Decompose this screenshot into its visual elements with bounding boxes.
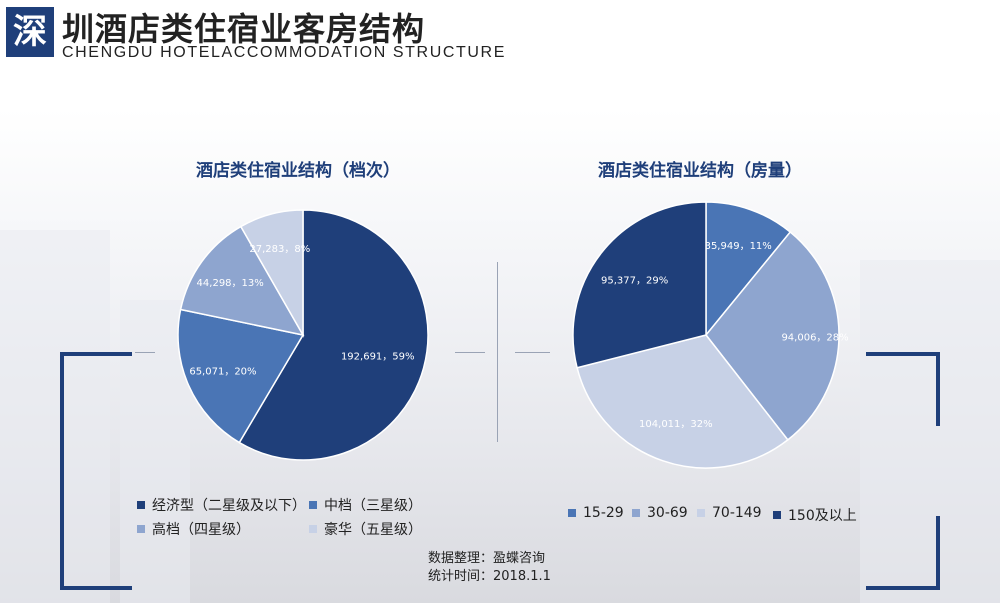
frame-bracket-side bbox=[936, 352, 940, 426]
legend-label: 70-149 bbox=[712, 505, 762, 521]
legend-swatch bbox=[137, 525, 145, 533]
legend-swatch bbox=[632, 509, 640, 517]
source-date: 统计时间：2018.1.1 bbox=[428, 569, 551, 584]
legend-item: 中档（三星级） bbox=[309, 495, 422, 515]
pie-data-label: 104,011，32% bbox=[639, 419, 713, 430]
source-line: 数据整理：盈蝶咨询 bbox=[428, 551, 546, 566]
legend-label: 150及以上 bbox=[788, 508, 857, 524]
logo-badge: 深 bbox=[6, 7, 54, 57]
chart-title-rooms: 酒店类住宿业结构（房量） bbox=[598, 161, 802, 181]
frame-bracket-side bbox=[60, 352, 64, 590]
legend-label: 中档（三星级） bbox=[324, 498, 422, 514]
frame-bracket-top bbox=[60, 352, 132, 356]
pie-data-label: 35,949，11% bbox=[705, 241, 772, 252]
background-building bbox=[0, 230, 110, 603]
legend-label: 高档（四星级） bbox=[152, 522, 250, 538]
legend-swatch bbox=[568, 509, 576, 517]
frame-bracket-bottom bbox=[866, 586, 940, 590]
pie-data-label: 44,298，13% bbox=[197, 278, 264, 289]
pie-data-label: 65,071，20% bbox=[189, 366, 256, 377]
divider-line bbox=[455, 352, 485, 353]
frame-bracket-side bbox=[936, 516, 940, 590]
center-divider bbox=[497, 262, 498, 442]
legend-item: 豪华（五星级） bbox=[309, 519, 422, 539]
chart-title-grade: 酒店类住宿业结构（档次） bbox=[196, 161, 400, 181]
source-note: 数据整理：盈蝶咨询 统计时间：2018.1.1 bbox=[428, 550, 551, 586]
divider-line bbox=[135, 352, 155, 353]
pie-slice bbox=[238, 209, 429, 461]
pie-slice bbox=[705, 201, 792, 338]
legend-swatch bbox=[309, 525, 317, 533]
legend-label: 豪华（五星级） bbox=[324, 522, 422, 538]
background-building bbox=[860, 260, 1000, 603]
pie-data-label: 27,283，8% bbox=[249, 244, 310, 255]
pie-slice bbox=[177, 308, 305, 444]
frame-bracket-bottom bbox=[60, 586, 132, 590]
pie-slice bbox=[239, 209, 304, 338]
pie-slice bbox=[179, 225, 305, 337]
pie-data-label: 192,691，59% bbox=[341, 351, 415, 362]
legend-label: 经济型（二星级及以下） bbox=[152, 498, 306, 514]
legend-item: 30-69 bbox=[632, 505, 688, 521]
pie-data-label: 95,377，29% bbox=[601, 275, 668, 286]
legend-item: 15-29 bbox=[568, 505, 624, 521]
legend-swatch bbox=[697, 509, 705, 517]
pie-slice bbox=[576, 334, 789, 469]
legend-item: 高档（四星级） bbox=[137, 519, 250, 539]
legend-label: 15-29 bbox=[583, 505, 624, 521]
legend-item: 经济型（二星级及以下） bbox=[137, 495, 306, 515]
legend-swatch bbox=[137, 501, 145, 509]
frame-bracket-top bbox=[866, 352, 940, 356]
page-subtitle: CHENGDU HOTELACCOMMODATION STRUCTURE bbox=[62, 44, 506, 61]
legend-item: 150及以上 bbox=[773, 505, 857, 525]
legend-label: 30-69 bbox=[647, 505, 688, 521]
pie-chart-grade: 192,691，59% 65,071，20% 44,298，13% 27,283，8% bbox=[177, 209, 429, 461]
page-title: 圳酒店类住宿业客房结构 bbox=[62, 10, 426, 48]
pie-slice bbox=[572, 201, 707, 369]
divider-line bbox=[515, 352, 550, 353]
pie-data-label: 94,006，28% bbox=[781, 332, 848, 343]
legend-item: 70-149 bbox=[697, 505, 762, 521]
pie-chart-rooms: 35,949，11% 94,006，28% 104,011，32% 95,377，29… bbox=[572, 201, 849, 469]
pie-slice bbox=[705, 231, 840, 441]
legend-swatch bbox=[773, 511, 781, 519]
legend-swatch bbox=[309, 501, 317, 509]
